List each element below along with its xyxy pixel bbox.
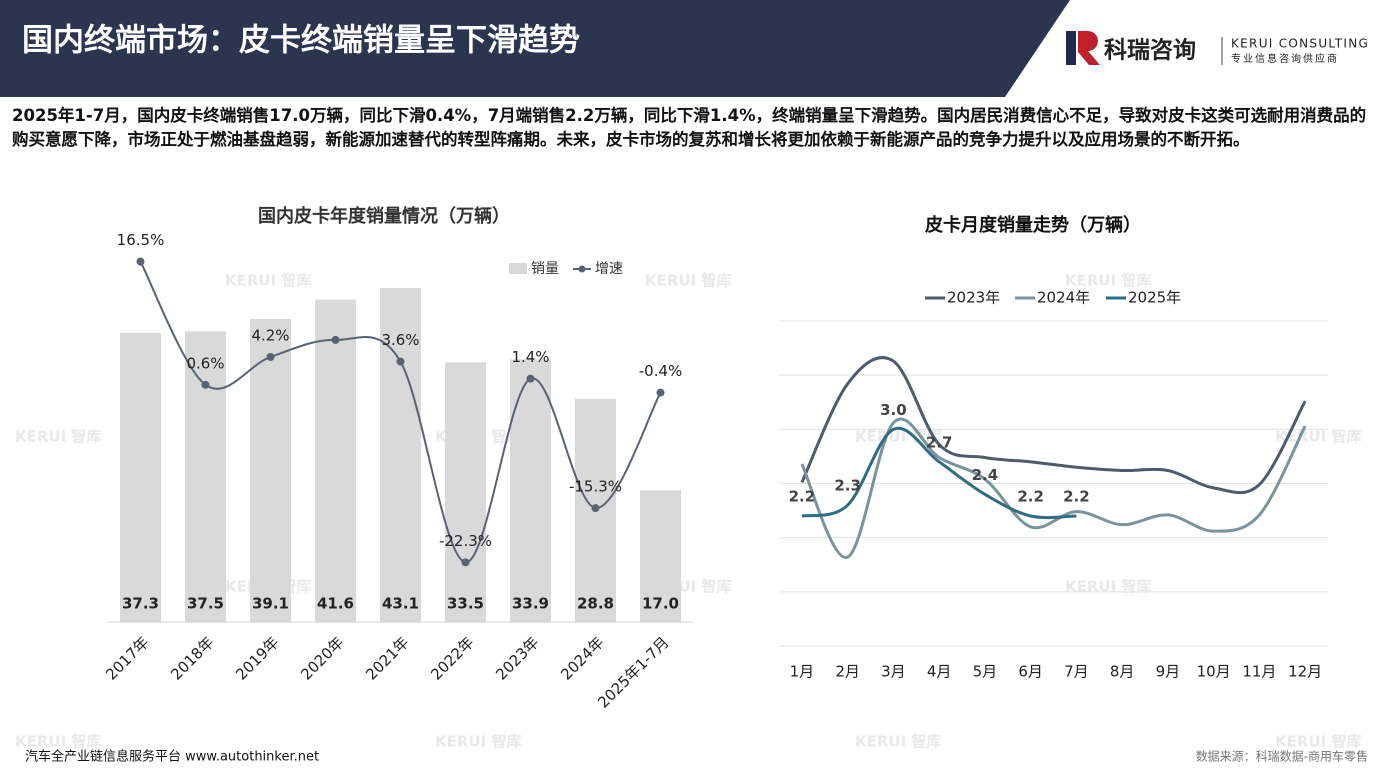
- x-tick-label: 2019年: [232, 633, 282, 683]
- bar: [640, 490, 681, 622]
- x-tick-label: 3月: [881, 663, 906, 681]
- series-line: [800, 356, 1307, 495]
- logo-name: 科瑞咨询: [1104, 37, 1196, 64]
- x-tick-label: 10月: [1197, 663, 1231, 681]
- watermark: KERUI 智库: [435, 733, 521, 751]
- watermark: KERUI 智库: [1275, 733, 1361, 751]
- growth-label: 16.5%: [117, 231, 165, 249]
- logo-en: KERUI CONSULTING: [1231, 37, 1369, 51]
- x-tick-label: 2024年: [557, 633, 607, 683]
- bar-value-label: 28.8: [577, 595, 614, 613]
- legend-swatch: [509, 263, 527, 274]
- watermark: KERUI 智库: [15, 733, 101, 751]
- data-label: 2.2: [789, 488, 816, 506]
- growth-point: [656, 388, 665, 397]
- x-tick-label: 12月: [1288, 663, 1322, 681]
- growth-label: 3.6%: [381, 331, 419, 349]
- x-tick-label: 9月: [1156, 663, 1181, 681]
- x-tick-label: 4月: [927, 663, 952, 681]
- chart-title: 皮卡月度销量走势（万辆）: [925, 214, 1141, 236]
- x-tick-label: 1月: [790, 663, 815, 681]
- legend-label: 2023年: [947, 289, 1000, 307]
- watermark: KERUI 智库: [1065, 578, 1151, 596]
- legend-dot: [578, 265, 586, 273]
- bar: [120, 332, 161, 622]
- x-tick-label: 6月: [1018, 663, 1043, 681]
- watermark: KERUI 智库: [645, 272, 731, 290]
- x-tick-label: 2020年: [297, 633, 347, 683]
- bar: [510, 359, 551, 622]
- growth-point: [136, 257, 145, 266]
- watermark: KERUI 智库: [225, 272, 311, 290]
- data-label: 3.0: [880, 401, 907, 419]
- legend-label: 2024年: [1037, 289, 1090, 307]
- header-bar: [0, 0, 1070, 97]
- growth-label: 0.6%: [186, 354, 224, 372]
- logo-tagline: 专业信息咨询供应商: [1231, 52, 1339, 65]
- x-tick-label: 8月: [1110, 663, 1135, 681]
- bar: [315, 299, 356, 622]
- growth-label: -22.3%: [439, 532, 492, 550]
- series-line: [801, 426, 1077, 520]
- bar-value-label: 17.0: [642, 595, 679, 613]
- x-tick-label: 2021年: [362, 633, 412, 683]
- footer-left: 汽车全产业链信息服务平台 www.autothinker.net: [25, 749, 319, 765]
- watermark: KERUI 智库: [855, 733, 941, 751]
- bar: [250, 318, 291, 622]
- legend-label: 增速: [595, 261, 623, 277]
- bar-value-label: 33.5: [447, 595, 484, 613]
- growth-label: 1.4%: [511, 348, 549, 366]
- bar-value-label: 37.3: [122, 595, 159, 613]
- growth-point: [331, 335, 340, 344]
- x-tick-label: 7月: [1064, 663, 1089, 681]
- x-tick-label: 2018年: [167, 633, 217, 683]
- growth-label: -15.3%: [569, 478, 622, 496]
- growth-point: [461, 558, 470, 567]
- bar-value-label: 43.1: [382, 595, 419, 613]
- logo-icon: [1066, 31, 1100, 65]
- data-label: 2.2: [1017, 488, 1044, 506]
- x-tick-label: 11月: [1242, 663, 1276, 681]
- growth-point: [396, 357, 405, 366]
- bar: [445, 362, 486, 622]
- growth-label: 4.2%: [251, 326, 289, 344]
- growth-line: [139, 261, 662, 564]
- header-title: 国内终端市场：皮卡终端销量呈下滑趋势: [22, 23, 580, 59]
- legend-label: 2025年: [1128, 289, 1181, 307]
- watermark: KERUI 智库: [1065, 272, 1151, 290]
- x-tick-label: 2023年: [492, 633, 542, 683]
- legend-label: 销量: [531, 261, 559, 277]
- bar-value-label: 39.1: [252, 595, 289, 613]
- growth-label: -0.4%: [639, 362, 683, 380]
- x-tick-label: 2017年: [102, 633, 152, 683]
- bar-value-label: 33.9: [512, 595, 549, 613]
- data-label: 2.4: [972, 466, 999, 484]
- bar-value-label: 41.6: [317, 595, 354, 613]
- x-tick-label: 5月: [973, 663, 998, 681]
- x-tick-label: 2月: [835, 663, 860, 681]
- growth-point: [591, 504, 600, 513]
- data-label: 2.3: [834, 477, 861, 495]
- growth-point: [201, 380, 210, 389]
- series-line: [800, 417, 1307, 559]
- bar: [185, 331, 226, 622]
- data-label: 2.2: [1063, 488, 1090, 506]
- watermark: KERUI 智库: [15, 428, 101, 446]
- footer-right: 数据来源：科瑞数据-商用车零售: [1196, 749, 1368, 764]
- growth-point: [266, 352, 275, 361]
- growth-point: [526, 374, 535, 383]
- intro-text: 2025年1-7月，国内皮卡终端销售17.0万辆，同比下滑0.4%，7月端销售2…: [12, 106, 1367, 149]
- x-tick-label: 2022年: [427, 633, 477, 683]
- chart-title: 国内皮卡年度销量情况（万辆）: [258, 205, 510, 227]
- bar-value-label: 37.5: [187, 595, 224, 613]
- data-label: 2.7: [926, 433, 953, 451]
